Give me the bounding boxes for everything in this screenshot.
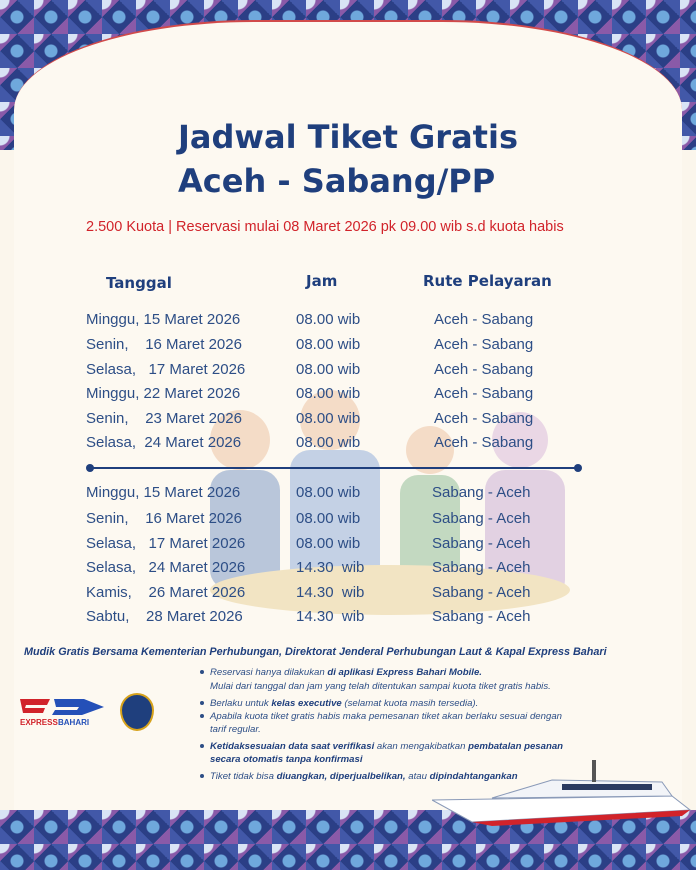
outbound-date: Selasa, 17 Maret 2026 xyxy=(86,361,246,378)
outbound-time: 08.00 wib xyxy=(296,311,361,328)
return-route: Sabang - Aceh xyxy=(432,510,531,527)
note-3-cont: tarif regular. xyxy=(210,724,261,735)
outbound-route: Aceh - Sabang xyxy=(434,434,534,451)
outbound-date: Senin, 16 Maret 2026 xyxy=(86,336,242,353)
return-time: 14.30 wib xyxy=(296,608,365,625)
return-route: Sabang - Aceh xyxy=(432,584,531,601)
note-5: Tiket tidak bisa diuangkan, diperjualbel… xyxy=(200,770,518,783)
outbound-route: Aceh - Sabang xyxy=(434,410,534,427)
outbound-time: 08.00 wib xyxy=(296,361,361,378)
bottom-pattern xyxy=(0,810,696,870)
return-route: Sabang - Aceh xyxy=(432,535,531,552)
quota-subtitle: 2.500 Kuota | Reservasi mulai 08 Maret 2… xyxy=(86,219,564,235)
section-divider xyxy=(86,464,582,472)
note-4-cont: secara otomatis tanpa konfirmasi xyxy=(210,754,363,765)
return-date: Senin, 16 Maret 2026 xyxy=(86,510,242,527)
outbound-date: Minggu, 22 Maret 2026 xyxy=(86,385,241,402)
return-time: 08.00 wib xyxy=(296,484,361,501)
return-time: 14.30 wib xyxy=(296,584,365,601)
outbound-time: 08.00 wib xyxy=(296,410,361,427)
header-time: Jam xyxy=(306,272,338,290)
kemenhub-logo xyxy=(120,693,154,731)
outbound-time: 08.00 wib xyxy=(296,385,361,402)
svg-text:EXPRESS: EXPRESS xyxy=(20,718,58,727)
outbound-route: Aceh - Sabang xyxy=(434,336,534,353)
outbound-date: Selasa, 24 Maret 2026 xyxy=(86,434,242,451)
note-1: Reservasi hanya dilakukan di aplikasi Ex… xyxy=(200,666,482,679)
return-route: Sabang - Aceh xyxy=(432,608,531,625)
note-4: Ketidaksesuaian data saat verifikasi aka… xyxy=(200,740,563,753)
return-time: 08.00 wib xyxy=(296,535,361,552)
return-date: Selasa, 24 Maret 2026 xyxy=(86,559,246,576)
partners-text: Mudik Gratis Bersama Kementerian Perhubu… xyxy=(24,646,607,658)
header-date: Tanggal xyxy=(106,274,172,292)
return-date: Sabtu, 28 Maret 2026 xyxy=(86,608,243,625)
outbound-time: 08.00 wib xyxy=(296,336,361,353)
svg-text:BAHARI: BAHARI xyxy=(58,718,89,727)
express-bahari-logo: EXPRESS BAHARI xyxy=(20,699,104,727)
return-route: Sabang - Aceh xyxy=(432,484,531,501)
ship-illustration xyxy=(432,760,692,826)
return-date: Selasa, 17 Maret 2026 xyxy=(86,535,246,552)
title-line-2: Aceh - Sabang/PP xyxy=(178,162,496,200)
header-route: Rute Pelayaran xyxy=(423,272,552,290)
arch-panel xyxy=(14,20,682,810)
outbound-date: Minggu, 15 Maret 2026 xyxy=(86,311,241,328)
note-1-cont: Mulai dari tanggal dan jam yang telah di… xyxy=(210,681,551,692)
title-line-1: Jadwal Tiket Gratis xyxy=(178,118,518,156)
note-2: Berlaku untuk kelas executive (selamat k… xyxy=(200,697,478,710)
return-time: 14.30 wib xyxy=(296,559,365,576)
return-date: Kamis, 26 Maret 2026 xyxy=(86,584,246,601)
outbound-route: Aceh - Sabang xyxy=(434,361,534,378)
return-route: Sabang - Aceh xyxy=(432,559,531,576)
return-date: Minggu, 15 Maret 2026 xyxy=(86,484,241,501)
outbound-route: Aceh - Sabang xyxy=(434,385,534,402)
outbound-route: Aceh - Sabang xyxy=(434,311,534,328)
note-3: Apabila kuota tiket gratis habis maka pe… xyxy=(200,710,562,723)
outbound-time: 08.00 wib xyxy=(296,434,361,451)
family-illustration xyxy=(210,390,570,615)
outbound-date: Senin, 23 Maret 2026 xyxy=(86,410,242,427)
return-time: 08.00 wib xyxy=(296,510,361,527)
